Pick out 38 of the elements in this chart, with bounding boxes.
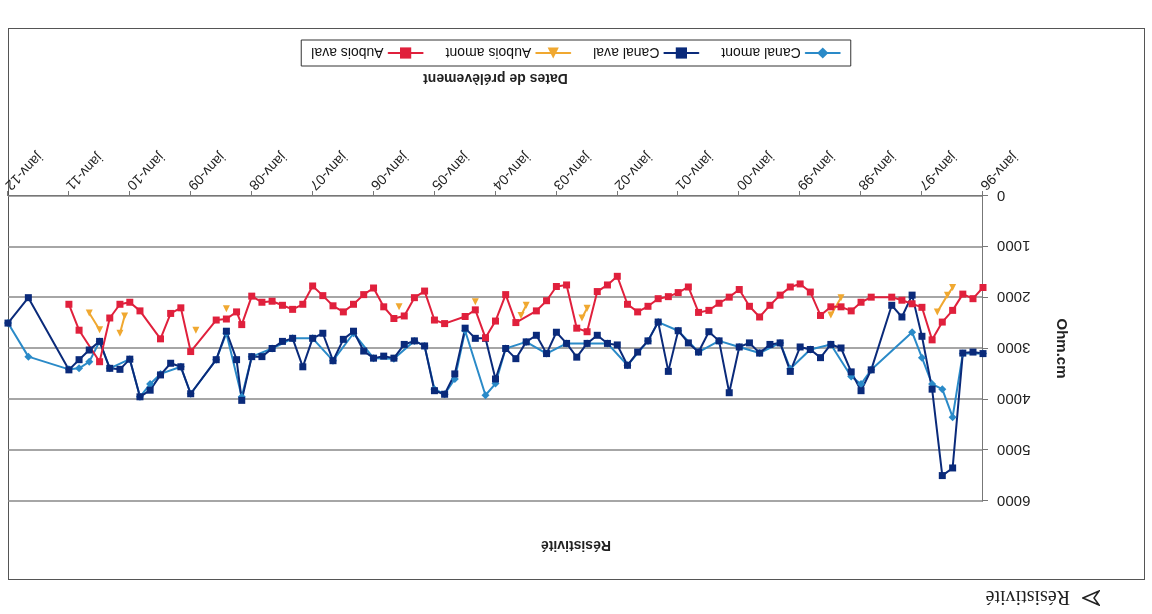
- y-tick-label: 6000: [997, 492, 1031, 510]
- legend-label: Aubois aval: [311, 45, 384, 61]
- legend-label: Canal aval: [593, 45, 660, 61]
- point: [395, 303, 403, 311]
- point: [85, 309, 93, 317]
- point: [933, 308, 941, 316]
- point: [96, 326, 104, 334]
- legend-label: Aubois amont: [445, 45, 532, 61]
- point: [116, 329, 124, 337]
- legend-label: Canal amont: [721, 45, 801, 61]
- y-tick-label: 3000: [997, 340, 1031, 357]
- point: [857, 380, 866, 389]
- text: Résistivité: [985, 586, 1070, 610]
- point: [938, 385, 947, 394]
- point: [471, 298, 479, 306]
- y-axis-title: Ohm.cm: [1054, 318, 1071, 379]
- x-axis-title: Dates de prélèvement: [422, 71, 568, 87]
- point: [948, 413, 957, 422]
- point: [943, 291, 951, 299]
- point: [481, 391, 490, 400]
- point: [75, 364, 84, 373]
- point: [24, 352, 33, 361]
- point: [837, 294, 845, 302]
- text: Résistivité: [540, 538, 612, 554]
- point: [917, 353, 926, 362]
- y-tick-label: 5000: [997, 441, 1031, 459]
- y-tick-label: 1000: [997, 238, 1031, 256]
- point: [827, 311, 835, 319]
- y-tick-label: 0: [997, 187, 1006, 205]
- point: [85, 357, 94, 366]
- point: [222, 305, 230, 313]
- point: [583, 304, 591, 312]
- y-tick-label: 2000: [997, 289, 1031, 307]
- y-tick-label: 4000: [997, 390, 1031, 408]
- point: [121, 312, 129, 320]
- point: [517, 311, 525, 319]
- point: [908, 328, 917, 337]
- point: [949, 284, 957, 291]
